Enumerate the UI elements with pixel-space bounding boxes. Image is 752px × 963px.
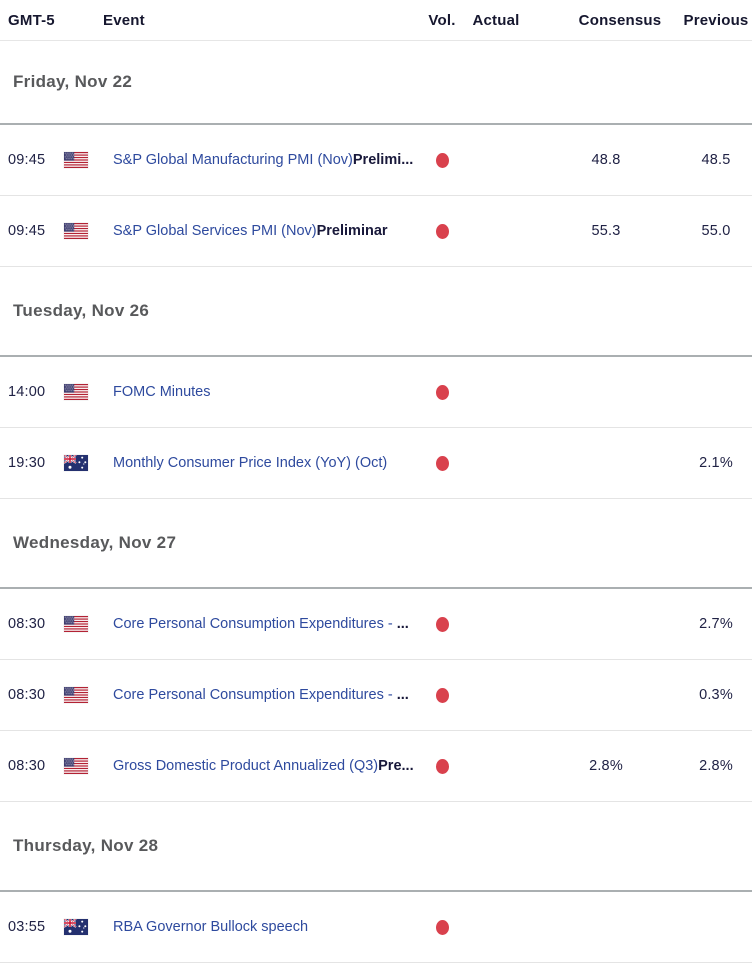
event-row[interactable]: 19:30 Monthly Consumer Price Index (YoY)… xyxy=(0,428,752,499)
event-time: 09:45 xyxy=(8,223,46,239)
volatility-cell xyxy=(424,223,460,239)
volatility-cell xyxy=(424,455,460,471)
volatility-high-dot-icon xyxy=(435,616,449,632)
event-name-cell: RBA Governor Bullock speech xyxy=(88,919,424,935)
volatility-high-dot-icon xyxy=(435,687,449,703)
volatility-high-dot-icon xyxy=(435,223,449,239)
table-header-row: GMT-5 Event Vol. Actual Consensus Previo… xyxy=(0,0,752,41)
event-name-truncated-suffix: ... xyxy=(396,687,409,703)
consensus-value: 55.3 xyxy=(591,223,621,239)
event-name-cell: Gross Domestic Product Annualized (Q3)Pr… xyxy=(88,758,424,774)
date-section-header: Tuesday, Nov 26 xyxy=(0,267,752,357)
previous-value: 2.7% xyxy=(699,616,733,632)
event-row[interactable]: 09:45 S&P Global Services PMI (Nov)Preli… xyxy=(0,196,752,267)
previous-value: 48.5 xyxy=(701,152,731,168)
previous-value: 2.1% xyxy=(699,455,733,471)
volatility-cell xyxy=(424,152,460,168)
event-name-truncated-suffix: Preliminar xyxy=(316,223,388,239)
volatility-high-dot-icon xyxy=(435,758,449,774)
consensus-value: 48.8 xyxy=(591,152,621,168)
event-row[interactable]: 08:30 Gross Domestic Product Annualized … xyxy=(0,731,752,802)
calendar-day-section: Wednesday, Nov 27 08:30 Core Personal Con… xyxy=(0,499,752,802)
volatility-high-dot-icon xyxy=(435,152,449,168)
event-name-truncated-suffix: ... xyxy=(396,616,409,632)
event-name-cell: S&P Global Services PMI (Nov)Preliminar xyxy=(88,223,424,239)
event-name-truncated-suffix: Pre... xyxy=(378,758,414,774)
event-link[interactable]: Core Personal Consumption Expenditures - xyxy=(113,616,397,632)
col-header-consensus: Consensus xyxy=(578,11,662,29)
event-link[interactable]: S&P Global Manufacturing PMI (Nov) xyxy=(113,152,353,168)
date-section-header: Thursday, Nov 28 xyxy=(0,802,752,892)
volatility-cell xyxy=(424,384,460,400)
us-flag-icon xyxy=(64,152,88,168)
volatility-cell xyxy=(424,687,460,703)
us-flag-icon xyxy=(64,687,88,703)
col-header-actual: Actual xyxy=(472,11,520,29)
event-time: 03:55 xyxy=(8,919,46,935)
event-name-cell: FOMC Minutes xyxy=(88,384,424,400)
event-row[interactable]: 14:00 FOMC Minutes xyxy=(0,357,752,428)
event-link[interactable]: Gross Domestic Product Annualized (Q3) xyxy=(113,758,379,774)
event-row[interactable]: 08:30 Core Personal Consumption Expendit… xyxy=(0,660,752,731)
us-flag-icon xyxy=(64,384,88,400)
event-time: 14:00 xyxy=(8,384,46,400)
col-header-volatility: Vol. xyxy=(428,11,456,29)
event-time: 08:30 xyxy=(8,758,46,774)
event-link[interactable]: Monthly Consumer Price Index (YoY) (Oct) xyxy=(113,455,388,471)
calendar-day-section: Thursday, Nov 28 03:55 RBA Governor Bullo… xyxy=(0,802,752,963)
col-header-gmt-offset: GMT-5 xyxy=(8,11,55,29)
au-flag-icon xyxy=(64,919,88,935)
event-time: 08:30 xyxy=(8,687,46,703)
volatility-high-dot-icon xyxy=(435,384,449,400)
us-flag-icon xyxy=(64,223,88,239)
volatility-cell xyxy=(424,919,460,935)
volatility-high-dot-icon xyxy=(435,455,449,471)
event-time: 08:30 xyxy=(8,616,46,632)
date-section-header: Wednesday, Nov 27 xyxy=(0,499,752,589)
us-flag-icon xyxy=(64,616,88,632)
event-row[interactable]: 03:55 RBA Governor Bullock speech xyxy=(0,892,752,963)
event-name-cell: Monthly Consumer Price Index (YoY) (Oct) xyxy=(88,455,424,471)
event-time: 19:30 xyxy=(8,455,46,471)
date-section-header: Friday, Nov 22 xyxy=(0,41,752,125)
previous-value: 2.8% xyxy=(699,758,733,774)
event-link[interactable]: S&P Global Services PMI (Nov) xyxy=(113,223,317,239)
col-header-event: Event xyxy=(103,11,145,29)
event-link[interactable]: FOMC Minutes xyxy=(113,384,211,400)
col-header-previous: Previous xyxy=(683,11,749,29)
event-name-cell: Core Personal Consumption Expenditures -… xyxy=(88,687,424,703)
au-flag-icon xyxy=(64,455,88,471)
us-flag-icon xyxy=(64,758,88,774)
volatility-high-dot-icon xyxy=(435,919,449,935)
previous-value: 0.3% xyxy=(699,687,733,703)
previous-value: 55.0 xyxy=(701,223,731,239)
calendar-day-section: Friday, Nov 22 09:45 S&P Global Manufactu… xyxy=(0,41,752,267)
event-name-truncated-suffix: Prelimi... xyxy=(352,152,414,168)
event-time: 09:45 xyxy=(8,152,46,168)
event-link[interactable]: Core Personal Consumption Expenditures - xyxy=(113,687,397,703)
event-name-cell: S&P Global Manufacturing PMI (Nov)Prelim… xyxy=(88,152,424,168)
volatility-cell xyxy=(424,758,460,774)
event-row[interactable]: 08:30 Core Personal Consumption Expendit… xyxy=(0,589,752,660)
calendar-sections: Friday, Nov 22 09:45 S&P Global Manufactu… xyxy=(0,41,752,963)
calendar-day-section: Tuesday, Nov 26 14:00 FOMC Minutes 19:30 M… xyxy=(0,267,752,499)
event-name-cell: Core Personal Consumption Expenditures -… xyxy=(88,616,424,632)
event-link[interactable]: RBA Governor Bullock speech xyxy=(113,919,309,935)
consensus-value: 2.8% xyxy=(589,758,623,774)
event-row[interactable]: 09:45 S&P Global Manufacturing PMI (Nov)… xyxy=(0,125,752,196)
volatility-cell xyxy=(424,616,460,632)
